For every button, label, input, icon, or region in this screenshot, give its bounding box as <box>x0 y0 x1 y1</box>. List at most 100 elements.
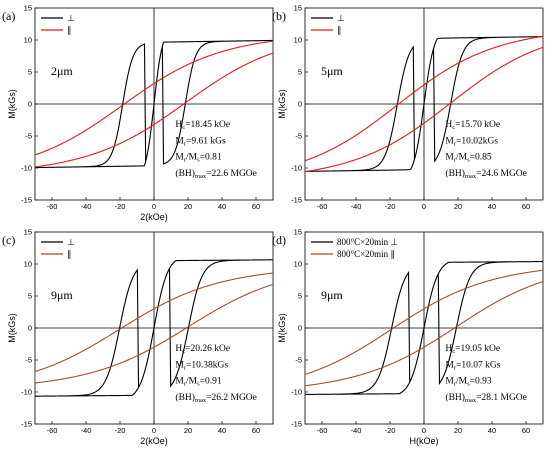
legend-label: ∥ <box>67 25 72 35</box>
y-tick-label: 0 <box>28 324 32 333</box>
annotation-value: =0.91 <box>200 377 222 387</box>
annotation-symbol: H <box>445 120 452 130</box>
x-tick-label: 0 <box>422 426 426 435</box>
series-line-parallel <box>35 272 273 384</box>
magnetic-property-annotation: Mr/Ms=0.91 <box>175 377 221 388</box>
y-tick-label: -5 <box>25 132 32 141</box>
y-tick-label: 15 <box>24 228 32 237</box>
y-tick-label: 10 <box>294 36 302 45</box>
legend-label: ∥ <box>67 249 72 259</box>
x-tick-label: -40 <box>81 426 92 435</box>
annotation-subscript: s <box>197 157 200 164</box>
magnetic-property-annotation: Mr=10.38kGs <box>175 360 228 371</box>
annotation-value: =10.38kGs <box>186 360 228 370</box>
y-tick-label: 10 <box>294 260 302 269</box>
magnetic-property-annotation: Mr=10.07 kGs <box>445 360 500 371</box>
annotation-symbol: M <box>445 153 454 163</box>
annotation-symbol: M <box>175 377 184 387</box>
x-tick-label: 20 <box>454 202 462 211</box>
annotation-subscript: r <box>184 140 187 147</box>
annotation-symbol: M <box>445 360 454 370</box>
annotation-value: =15.70 kOe <box>455 120 500 130</box>
magnetic-property-annotation: (BH)max=28.1 MGOe <box>445 392 526 404</box>
x-tick-label: 40 <box>218 426 226 435</box>
annotation-subscript: max <box>465 397 477 404</box>
annotation-value: =18.45 kOe <box>185 120 230 130</box>
legend-label: ∥ <box>337 25 342 35</box>
x-tick-label: -60 <box>317 202 328 211</box>
panel-label: (d) <box>272 233 286 247</box>
magnetic-property-annotation: Mr/Ms=0.93 <box>445 377 491 388</box>
annotation-value: =0.81 <box>200 153 222 163</box>
annotation-value: =24.6 MGOe <box>476 169 527 179</box>
y-tick-label: 5 <box>298 292 302 301</box>
y-tick-label: 15 <box>24 4 32 13</box>
magnetic-property-annotation: Hc=20.26 kOe <box>175 344 230 355</box>
y-tick-label: -5 <box>25 356 32 365</box>
legend-label: ⊥ <box>337 13 345 23</box>
magnetic-property-annotation: Mr=10.02kGs <box>445 136 498 147</box>
series-line-parallel <box>305 269 543 387</box>
x-axis-label: H(kOe) <box>410 436 439 446</box>
magnetic-property-annotation: Hc=19.05 kOe <box>445 344 500 355</box>
annotation-subscript: c <box>452 348 455 355</box>
annotation-value: =26.2 MGOe <box>206 393 257 403</box>
panel-3: -60 -40 -20 0 20 40 60 -15 -10 -5 0 5 10 15 2(kOe) M(kG… <box>2 228 274 446</box>
series-line-perpendicular <box>305 36 543 172</box>
annotation-subscript: s <box>467 381 470 388</box>
y-tick-label: 0 <box>298 324 302 333</box>
y-axis-label: M(kGs) <box>277 313 287 343</box>
annotation-subscript: max <box>465 173 477 180</box>
annotation-value: =10.02kGs <box>456 136 498 146</box>
y-tick-label: -10 <box>291 164 302 173</box>
x-axis-label: 2(kOe) <box>140 436 168 446</box>
x-tick-label: -40 <box>81 202 92 211</box>
annotation-value: =19.05 kOe <box>455 344 500 354</box>
x-tick-label: 40 <box>218 202 226 211</box>
y-tick-label: 0 <box>28 100 32 109</box>
x-tick-label: 0 <box>152 426 156 435</box>
y-axis-label: M(kGs) <box>7 89 17 119</box>
x-tick-label: 40 <box>488 202 496 211</box>
annotation-subscript: c <box>182 348 185 355</box>
x-tick-label: -40 <box>351 426 362 435</box>
x-tick-label: -60 <box>47 202 58 211</box>
panel-label: (b) <box>272 9 286 23</box>
annotation-symbol: M <box>445 136 454 146</box>
annotation-symbol: /M <box>456 377 468 387</box>
y-tick-label: 10 <box>24 260 32 269</box>
panel-label: (a) <box>2 9 15 23</box>
annotation-subscript: r <box>454 364 457 371</box>
annotation-symbol: /M <box>186 377 198 387</box>
series-line-perpendicular <box>35 259 273 397</box>
y-tick-label: 5 <box>28 292 32 301</box>
x-axis-label: 2(kOe) <box>140 212 168 222</box>
y-tick-label: -15 <box>291 420 302 429</box>
x-tick-label: -20 <box>115 202 126 211</box>
annotation-symbol: (BH) <box>175 392 195 403</box>
annotation-symbol: (BH) <box>445 168 465 179</box>
annotation-symbol: /M <box>186 153 198 163</box>
annotation-value: =0.93 <box>470 377 492 387</box>
y-tick-label: 10 <box>24 36 32 45</box>
magnetic-property-annotation: Mr/Ms=0.81 <box>175 153 221 164</box>
annotation-value: =22.6 MGOe <box>206 169 257 179</box>
y-tick-label: -5 <box>295 132 302 141</box>
annotation-subscript: r <box>184 364 187 371</box>
series-line-parallel <box>35 40 273 168</box>
annotation-subscript: max <box>195 397 207 404</box>
annotation-subscript: r <box>184 381 187 388</box>
annotation-symbol: H <box>445 344 452 354</box>
annotation-subscript: s <box>197 381 200 388</box>
magnetic-property-annotation: Hc=18.45 kOe <box>175 120 230 131</box>
magnetic-property-annotation: Hc=15.70 kOe <box>445 120 500 131</box>
y-tick-label: -5 <box>295 356 302 365</box>
annotation-value: =20.26 kOe <box>185 344 230 354</box>
x-tick-label: -20 <box>115 426 126 435</box>
y-tick-label: -15 <box>291 196 302 205</box>
magnetic-property-annotation: (BH)max=26.2 MGOe <box>175 392 256 404</box>
grain-size-label: 9μm <box>51 288 73 302</box>
x-tick-label: 40 <box>488 426 496 435</box>
annotation-symbol: M <box>445 377 454 387</box>
y-tick-label: 0 <box>298 100 302 109</box>
